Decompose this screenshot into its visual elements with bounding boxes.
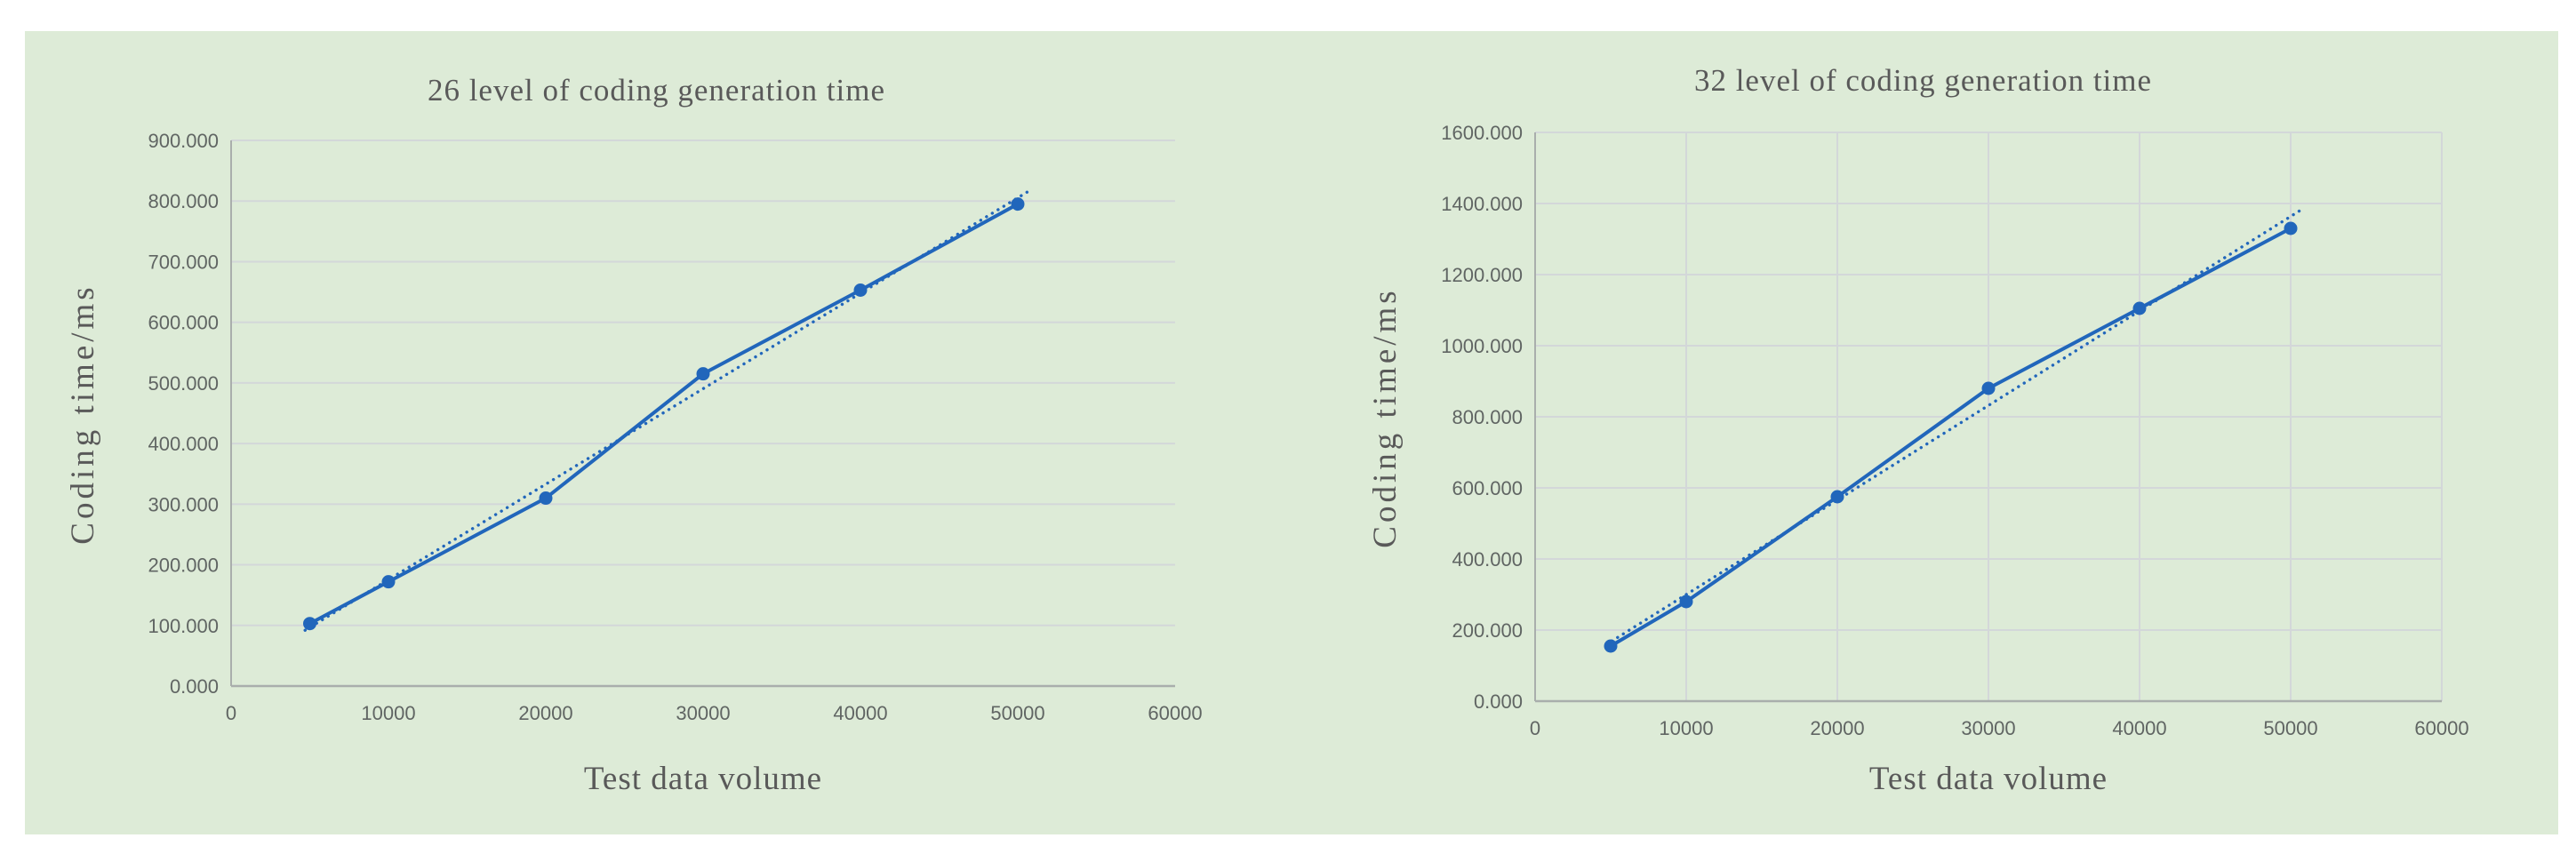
x-tick-label: 0 bbox=[226, 702, 236, 724]
y-tick-label: 300.000 bbox=[148, 493, 219, 515]
chart-plot-1: 0.000 200.000 400.000 600.000 800.000 1000.00… bbox=[1441, 122, 2468, 739]
y-tick-label: 1200.000 bbox=[1441, 264, 1523, 286]
data-point bbox=[2284, 221, 2298, 235]
y-tick-label: 1000.000 bbox=[1441, 335, 1523, 357]
x-tick-label: 50000 bbox=[990, 702, 1044, 724]
y-tick-label: 400.000 bbox=[1452, 548, 1523, 571]
x-axis-label-right-chart: Test data volume bbox=[1868, 761, 2108, 797]
chart-title-32-level: 32 level of coding generation time bbox=[1693, 63, 2153, 98]
data-point bbox=[1679, 595, 1693, 609]
x-tick-label: 20000 bbox=[1810, 717, 1864, 739]
y-tick-label: 1600.000 bbox=[1441, 122, 1523, 144]
y-tick-label: 800.000 bbox=[1452, 406, 1523, 428]
data-line bbox=[1609, 227, 2292, 648]
y-tick-label: 700.000 bbox=[148, 251, 219, 273]
x-tick-label: 40000 bbox=[2112, 717, 2166, 739]
data-point bbox=[1011, 197, 1025, 212]
data-point bbox=[696, 367, 710, 381]
x-tick-label: 10000 bbox=[361, 702, 415, 724]
chart-title-26-level: 26 level of coding generation time bbox=[427, 73, 886, 108]
x-tick-label: 50000 bbox=[2263, 717, 2317, 739]
figure-green-panel: 26 level of coding generation time 32 le… bbox=[25, 31, 2558, 834]
x-tick-label: 0 bbox=[1530, 717, 1540, 739]
y-tick-label: 600.000 bbox=[148, 312, 219, 334]
y-tick-label: 400.000 bbox=[148, 433, 219, 455]
x-tick-label: 30000 bbox=[676, 702, 730, 724]
data-point bbox=[1981, 381, 1996, 395]
y-tick-label: 0.000 bbox=[1474, 690, 1523, 713]
y-tick-label: 200.000 bbox=[1452, 619, 1523, 642]
data-point bbox=[1604, 639, 1618, 653]
y-tick-label: 100.000 bbox=[148, 615, 219, 637]
data-point bbox=[539, 491, 553, 506]
y-tick-label: 0.000 bbox=[170, 675, 219, 698]
y-tick-label: 500.000 bbox=[148, 372, 219, 395]
data-point bbox=[381, 575, 396, 589]
x-tick-label: 60000 bbox=[2414, 717, 2468, 739]
y-tick-label: 800.000 bbox=[148, 190, 219, 212]
data-point bbox=[303, 617, 316, 631]
trendline-dotted bbox=[303, 188, 1032, 632]
data-point bbox=[2132, 301, 2147, 315]
x-tick-label: 40000 bbox=[833, 702, 887, 724]
x-axis-label-left-chart: Test data volume bbox=[583, 761, 823, 797]
x-tick-label: 30000 bbox=[1961, 717, 2015, 739]
x-tick-label: 10000 bbox=[1659, 717, 1713, 739]
data-point bbox=[853, 283, 868, 298]
data-line bbox=[308, 202, 1019, 626]
trendline-dotted bbox=[1604, 207, 2305, 647]
chart-plot-0: 0.000 100.000 200.000 300.000 400.000 500.000… bbox=[148, 130, 1202, 724]
y-tick-label: 900.000 bbox=[148, 130, 219, 152]
x-tick-label: 60000 bbox=[1148, 702, 1202, 724]
y-tick-label: 200.000 bbox=[148, 555, 219, 577]
x-tick-label: 20000 bbox=[518, 702, 572, 724]
y-tick-label: 1400.000 bbox=[1441, 193, 1523, 215]
y-tick-label: 600.000 bbox=[1452, 477, 1523, 499]
data-point bbox=[1830, 490, 1844, 504]
